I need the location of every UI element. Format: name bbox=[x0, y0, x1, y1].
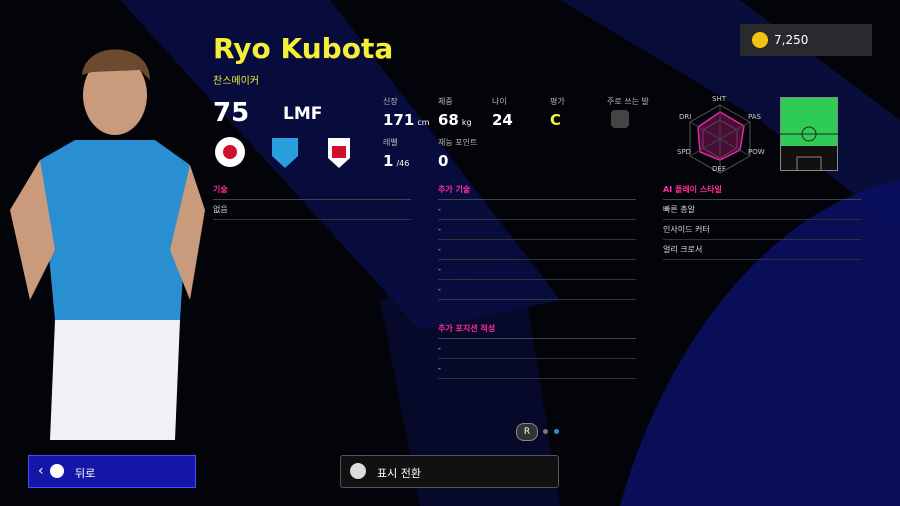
radar-label: SPD bbox=[677, 148, 692, 156]
foot-icon bbox=[611, 110, 629, 128]
currency-box: 7,250 bbox=[740, 24, 872, 56]
progress-number: 0 bbox=[438, 152, 449, 170]
radar bbox=[689, 104, 751, 174]
back-arrow: ‹ bbox=[38, 463, 44, 479]
stat-number: 171 bbox=[383, 111, 415, 129]
triangle-icon bbox=[350, 463, 366, 479]
section-item: 얼리 크로서 bbox=[663, 240, 861, 260]
section-title: 추가 기술 bbox=[438, 185, 471, 194]
section-item: 인사이드 커터 bbox=[663, 220, 861, 240]
stat-number: 68 bbox=[438, 111, 459, 129]
stat-value: C bbox=[550, 111, 561, 129]
stat-label: 평가 bbox=[550, 97, 565, 106]
stat-label: 주로 쓰는 발 bbox=[607, 97, 649, 106]
radar-label: POW bbox=[748, 148, 765, 156]
coin-icon bbox=[752, 32, 768, 48]
stat-value: 24 bbox=[492, 111, 513, 129]
stat-value: 68 kg bbox=[438, 111, 472, 129]
toggle-button[interactable]: 표시 전환 bbox=[340, 455, 559, 488]
back-label: 뒤로 bbox=[75, 467, 96, 480]
page-dot bbox=[543, 429, 548, 434]
section-item: - bbox=[438, 200, 636, 220]
radar-label: DRI bbox=[679, 113, 692, 121]
section-item: 빠른 총알 bbox=[663, 200, 861, 220]
section-rule bbox=[438, 338, 636, 339]
progress-label: 재능 포인트 bbox=[438, 138, 478, 147]
player-rating: 75 bbox=[213, 98, 250, 128]
coin-amount: 7,250 bbox=[774, 33, 809, 47]
section-item: - bbox=[438, 240, 636, 260]
progress-value: 0 bbox=[438, 152, 448, 170]
circle-icon bbox=[50, 464, 64, 478]
radar-label: DEF bbox=[712, 165, 726, 173]
section-item: - bbox=[438, 359, 636, 379]
stat-label: 나이 bbox=[492, 97, 507, 106]
radar-label: SHT bbox=[712, 95, 726, 103]
progress-value: 1/46 bbox=[383, 152, 409, 170]
progress-label: 레벨 bbox=[383, 138, 398, 147]
progress-unit: /46 bbox=[396, 159, 410, 168]
player-name: Ryo Kubota bbox=[213, 32, 394, 65]
pitch bbox=[780, 97, 838, 171]
progress-number: 1 bbox=[383, 152, 394, 170]
section-title: 추가 포지션 적성 bbox=[438, 324, 496, 333]
section-rule bbox=[438, 199, 636, 200]
section-item: 없음 bbox=[213, 200, 411, 220]
section-item: - bbox=[438, 220, 636, 240]
radar-label: PAS bbox=[748, 113, 762, 121]
section-item: - bbox=[438, 260, 636, 280]
page-dot-active bbox=[554, 429, 559, 434]
stat-number: C bbox=[550, 111, 562, 129]
badges bbox=[215, 137, 350, 168]
section-title: 기술 bbox=[213, 185, 228, 194]
stat-unit: cm bbox=[417, 118, 430, 127]
section-rule bbox=[663, 199, 861, 200]
stat-label: 체중 bbox=[438, 97, 453, 106]
toggle-label: 표시 전환 bbox=[377, 467, 421, 480]
stat-unit: kg bbox=[461, 118, 472, 127]
player-style: 찬스메이커 bbox=[213, 76, 259, 87]
section-rule bbox=[213, 199, 411, 200]
stat-number: 24 bbox=[492, 111, 513, 129]
pager-button[interactable]: R bbox=[516, 423, 538, 441]
stat-label: 신장 bbox=[383, 97, 398, 106]
section-item: - bbox=[438, 280, 636, 300]
back-button[interactable]: ‹ 뒤로 bbox=[28, 455, 196, 488]
section-title: AI 플레이 스타일 bbox=[663, 185, 722, 194]
player-position: LMF bbox=[283, 104, 323, 124]
section-item: - bbox=[438, 339, 636, 359]
stat-value: 171 cm bbox=[383, 111, 430, 129]
